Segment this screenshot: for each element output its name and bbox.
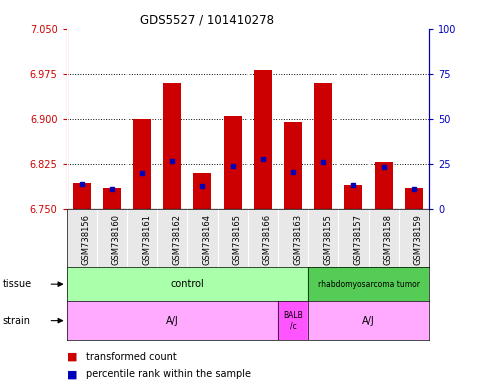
- Text: GSM738156: GSM738156: [82, 214, 91, 265]
- Text: GSM738162: GSM738162: [172, 214, 181, 265]
- Text: GSM738159: GSM738159: [414, 214, 423, 265]
- Text: GDS5527 / 101410278: GDS5527 / 101410278: [140, 13, 274, 26]
- Text: BALB
/c: BALB /c: [283, 311, 303, 330]
- Bar: [67, 301, 278, 340]
- Bar: [163, 83, 181, 209]
- Bar: [193, 173, 211, 209]
- Text: ■: ■: [67, 369, 77, 379]
- Text: GSM738163: GSM738163: [293, 214, 302, 265]
- Bar: [103, 188, 121, 209]
- Text: transformed count: transformed count: [86, 352, 177, 362]
- Text: GSM738164: GSM738164: [203, 214, 211, 265]
- Bar: [344, 185, 362, 209]
- Bar: [375, 162, 392, 209]
- Text: A/J: A/J: [166, 316, 178, 326]
- Text: GSM738157: GSM738157: [353, 214, 362, 265]
- Text: ■: ■: [67, 352, 77, 362]
- Bar: [308, 267, 429, 301]
- Text: rhabdomyosarcoma tumor: rhabdomyosarcoma tumor: [317, 280, 420, 289]
- Text: GSM738158: GSM738158: [384, 214, 392, 265]
- Text: GSM738166: GSM738166: [263, 214, 272, 265]
- Bar: [314, 83, 332, 209]
- Text: GSM738155: GSM738155: [323, 214, 332, 265]
- Text: GSM738160: GSM738160: [112, 214, 121, 265]
- Bar: [284, 122, 302, 209]
- Text: A/J: A/J: [362, 316, 375, 326]
- Text: GSM738161: GSM738161: [142, 214, 151, 265]
- Bar: [72, 184, 91, 209]
- Text: strain: strain: [2, 316, 31, 326]
- Text: tissue: tissue: [2, 279, 32, 289]
- Bar: [254, 70, 272, 209]
- Bar: [67, 267, 308, 301]
- Bar: [278, 301, 308, 340]
- Text: GSM738165: GSM738165: [233, 214, 242, 265]
- Bar: [223, 116, 242, 209]
- Bar: [133, 119, 151, 209]
- Bar: [405, 188, 423, 209]
- Bar: [308, 301, 429, 340]
- Text: control: control: [171, 279, 204, 289]
- Text: percentile rank within the sample: percentile rank within the sample: [86, 369, 251, 379]
